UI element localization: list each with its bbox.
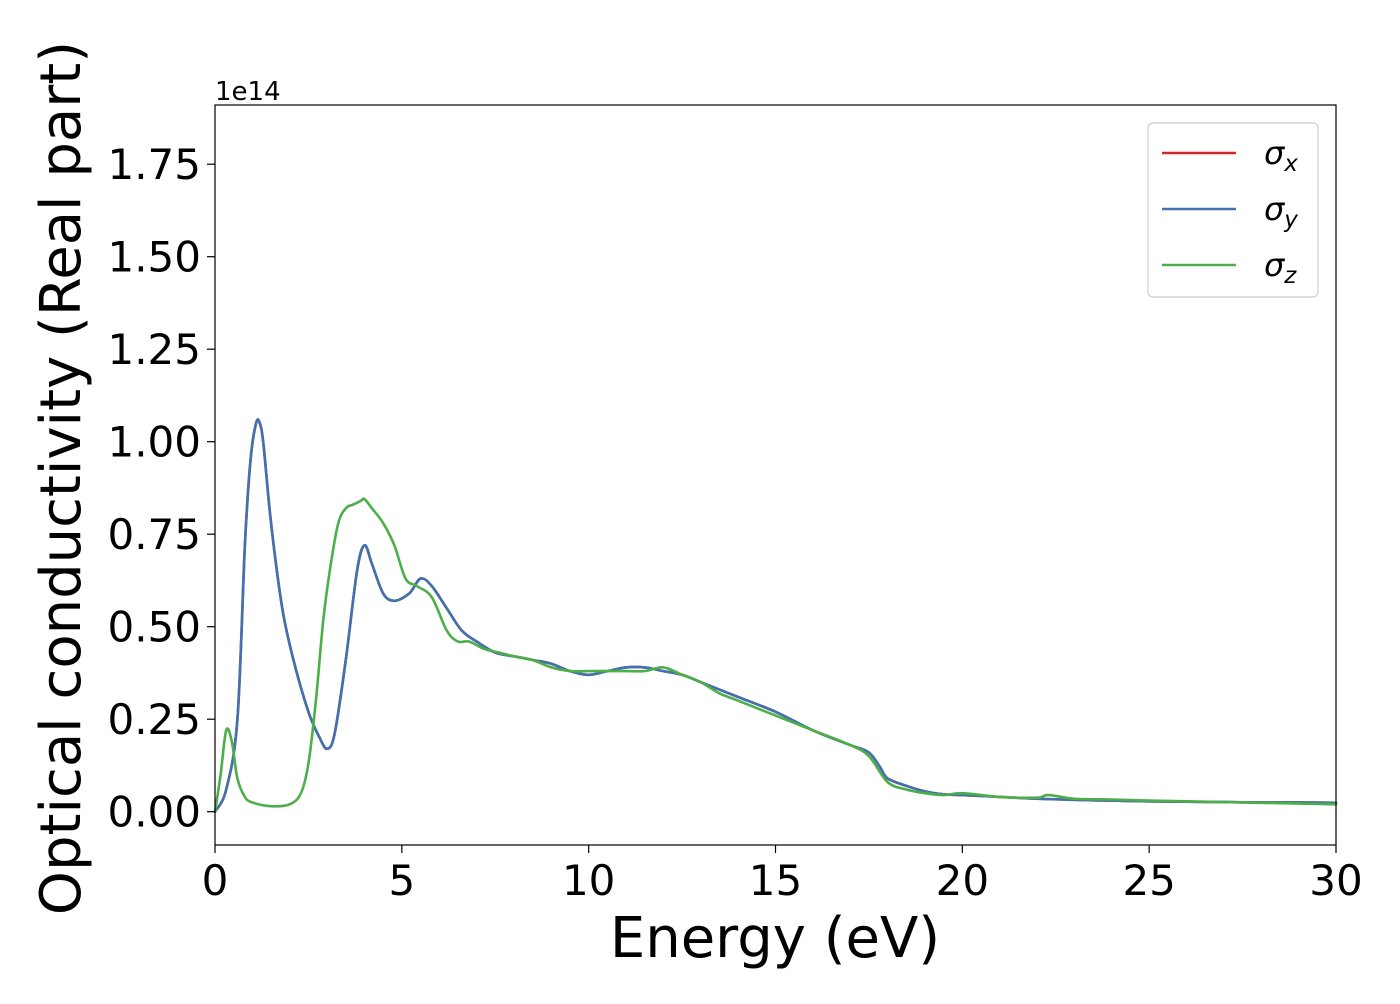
legend-label: σy — [1264, 190, 1298, 233]
x-tick-label: 15 — [749, 856, 802, 905]
x-tick-label: 5 — [388, 856, 415, 905]
y-tick-label: 1.00 — [107, 418, 201, 467]
x-axis-label: Energy (eV) — [610, 906, 940, 971]
y-tick-label: 0.25 — [107, 695, 201, 744]
x-tick-label: 20 — [936, 856, 989, 905]
x-tick-label: 25 — [1122, 856, 1175, 905]
y-tick-label: 1.25 — [107, 325, 201, 374]
x-axis: 0 5 10 15 20 25 30 — [202, 845, 1363, 905]
y-tick-label: 0.00 — [107, 788, 201, 837]
y-axis-label: Optical conductivity (Real part) — [29, 41, 94, 915]
x-tick-label: 10 — [562, 856, 615, 905]
y-tick-label: 1.75 — [107, 140, 201, 189]
y-axis: 0.00 0.25 0.50 0.75 1.00 1.25 1.50 1.75 — [107, 140, 215, 837]
y-offset-label: 1e14 — [215, 77, 281, 107]
legend-label: σx — [1264, 134, 1298, 177]
series-line-3 — [213, 497, 1338, 813]
y-tick-label: 1.50 — [107, 233, 201, 282]
legend-label: σz — [1264, 246, 1297, 289]
series-layer — [213, 418, 1338, 813]
x-tick-label: 30 — [1309, 856, 1362, 905]
legend: σx σy σz — [1147, 122, 1319, 298]
x-tick-label: 0 — [202, 856, 229, 905]
y-tick-label: 0.75 — [107, 510, 201, 559]
y-tick-label: 0.50 — [107, 603, 201, 652]
